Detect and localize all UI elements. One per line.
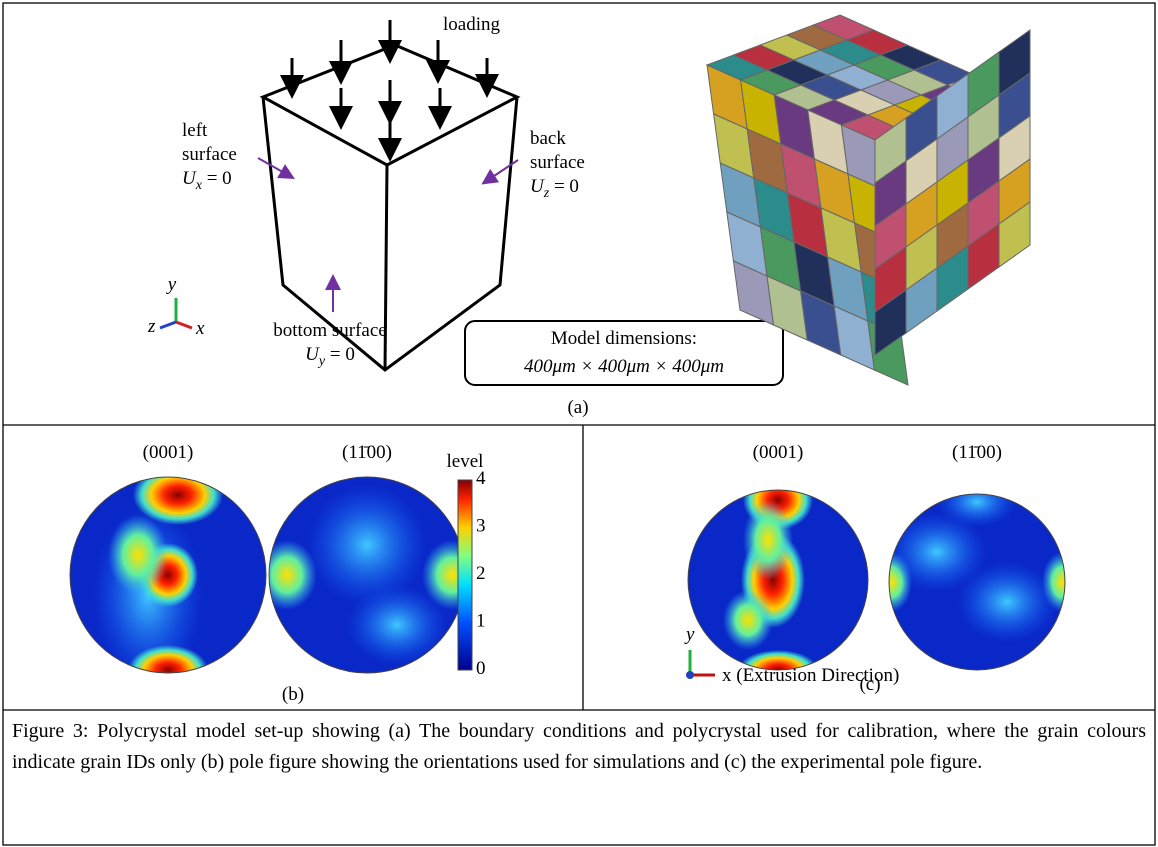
caption: Figure 3: Polycrystal model set-up showi… (12, 716, 1146, 778)
colorbar-tick: 1 (476, 611, 486, 632)
surface-label: bottom surface (273, 320, 386, 341)
panel-label: (a) (567, 397, 588, 418)
equals: = 0 (202, 168, 232, 189)
axis-triad-a (160, 298, 192, 328)
colorbar-tick: 2 (476, 563, 486, 584)
page: loading left surface Ux = 0 back surface Uz = … (0, 0, 1158, 847)
pole-figure (872, 477, 1082, 670)
pole-figure (688, 470, 868, 690)
surface-condition: Uy = 0 (305, 344, 355, 369)
equals: = 0 (549, 176, 579, 197)
surface-condition: Uz = 0 (530, 176, 579, 201)
surface-label: surface (182, 144, 237, 165)
colorbar-tick: 4 (476, 468, 486, 489)
pole-label: (11̄00) (952, 442, 1002, 463)
loading-label: loading (443, 14, 500, 35)
colorbar-tick: 0 (476, 658, 486, 679)
grain-cube (707, 15, 1030, 385)
pole-figure (70, 465, 266, 695)
surface-label: surface (530, 152, 585, 173)
axis-y: y (166, 274, 177, 295)
surface-label: back (530, 128, 566, 149)
equals: = 0 (325, 344, 355, 365)
panel-label: (c) (859, 674, 880, 695)
pole-spot (723, 590, 773, 650)
axis-triad-c (686, 650, 715, 679)
pole-spot (128, 645, 208, 695)
pole-spot (957, 562, 1057, 642)
pole-figure (257, 477, 482, 673)
pole-figures (70, 465, 1082, 695)
dimension-value: 400μm × 400μm × 400μm (524, 356, 724, 377)
pole-spot (108, 515, 168, 595)
pole-spot (133, 465, 223, 525)
surface-condition: Ux = 0 (182, 168, 232, 193)
panel-label: (b) (282, 684, 304, 705)
pole-spot (937, 477, 1017, 527)
pole-label: (0001) (143, 442, 194, 463)
pole-spot (743, 500, 793, 580)
pole-label: (0001) (753, 442, 804, 463)
dimension-title: Model dimensions: (551, 328, 697, 349)
colorbar (458, 480, 472, 670)
pole-spot (347, 585, 447, 665)
axis-x: x (195, 318, 205, 339)
pole-label: (11̄00) (342, 442, 392, 463)
axis-y: y (684, 624, 695, 645)
colorbar-tick: 3 (476, 516, 486, 537)
surface-label: left (182, 120, 208, 141)
axis-z: z (147, 316, 156, 337)
